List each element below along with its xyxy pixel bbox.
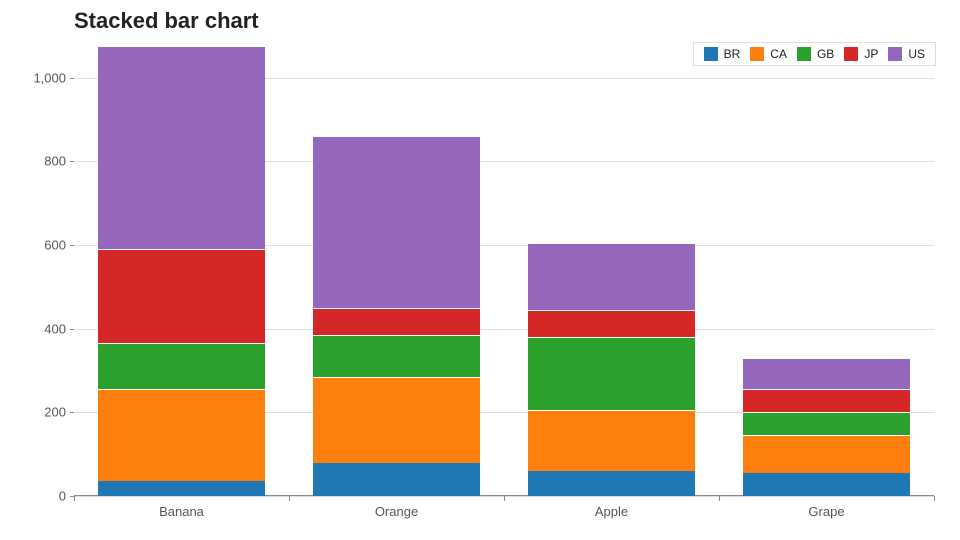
x-tick	[74, 496, 75, 501]
stacked-bar-chart: Stacked bar chart BR CA GB JP US 0 200	[0, 0, 960, 540]
bar-us-segment	[528, 243, 696, 310]
x-label-apple: Apple	[595, 496, 628, 519]
bar-jp-segment	[743, 389, 911, 412]
y-tick-label: 200	[44, 405, 74, 420]
x-label-grape: Grape	[808, 496, 844, 519]
x-tick	[719, 496, 720, 501]
bar-gb-segment	[313, 335, 481, 377]
bar-br-segment	[98, 481, 266, 496]
y-tick-label: 800	[44, 154, 74, 169]
bar-ca-segment	[743, 435, 911, 473]
bar-br-segment	[313, 463, 481, 496]
bar-jp-segment	[98, 249, 266, 343]
x-tick	[289, 496, 290, 501]
bar-jp-segment	[528, 310, 696, 337]
bar-grape[interactable]	[743, 358, 911, 496]
bar-ca-segment	[528, 410, 696, 471]
x-label-orange: Orange	[375, 496, 418, 519]
chart-title: Stacked bar chart	[74, 8, 259, 34]
bar-jp-segment	[313, 308, 481, 335]
bar-orange[interactable]	[313, 136, 481, 496]
x-tick	[504, 496, 505, 501]
bar-br-segment	[528, 471, 696, 496]
bar-gb-segment	[528, 337, 696, 410]
bar-apple[interactable]	[528, 243, 696, 496]
bar-ca-segment	[313, 377, 481, 463]
x-label-banana: Banana	[159, 496, 204, 519]
bar-us-segment	[98, 46, 266, 249]
x-tick	[934, 496, 935, 501]
bar-ca-segment	[98, 389, 266, 481]
bar-br-segment	[743, 473, 911, 496]
y-tick-label: 0	[59, 489, 74, 504]
plot-area: 0 200 400 600 800 1,000 Banana Orange Ap…	[74, 36, 934, 496]
bar-us-segment	[743, 358, 911, 389]
y-tick-label: 600	[44, 238, 74, 253]
y-tick-label: 1,000	[33, 70, 74, 85]
bar-gb-segment	[743, 412, 911, 435]
bar-us-segment	[313, 136, 481, 307]
bar-banana[interactable]	[98, 46, 266, 496]
y-tick-label: 400	[44, 321, 74, 336]
bar-gb-segment	[98, 343, 266, 389]
